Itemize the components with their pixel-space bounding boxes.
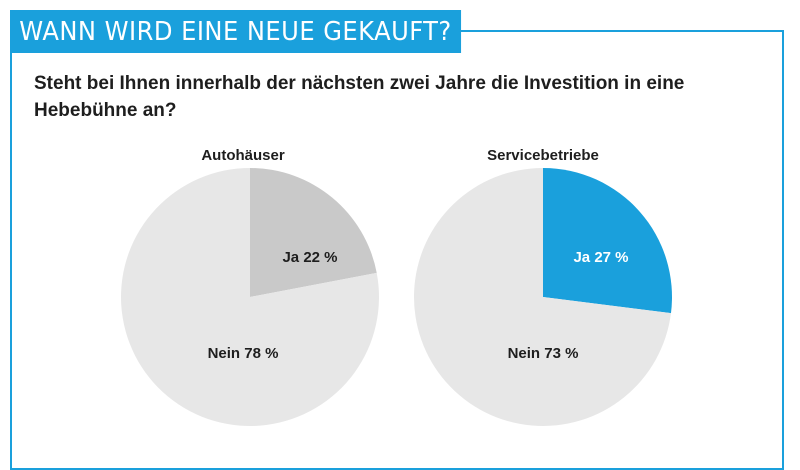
slice-label-ja: Ja 22 %	[282, 249, 337, 266]
header-title: WANN WIRD EINE NEUE GEKAUFT?	[10, 10, 462, 53]
pie-chart-2: Servicebetriebe Ja 27 % Nein 73 %	[413, 147, 672, 426]
slice-label-ja: Ja 27 %	[573, 249, 628, 266]
chart-title: Servicebetriebe	[487, 147, 599, 164]
pie-slice-nein	[413, 168, 671, 426]
pie-charts: Autohäuser Ja 22 % Nein 78 % Servicebetrieb…	[121, 147, 672, 426]
slice-label-nein: Nein 78 %	[208, 345, 279, 362]
survey-question: Steht bei Ihnen innerhalb der nächsten z…	[34, 73, 685, 121]
chart-title: Autohäuser	[201, 147, 285, 164]
slice-label-nein: Nein 73 %	[508, 345, 579, 362]
pie-slice-nein	[121, 168, 380, 426]
pie-slice-ja	[543, 168, 672, 314]
pie-chart-1: Autohäuser Ja 22 % Nein 78 %	[121, 147, 380, 426]
pie-slice-ja	[250, 168, 377, 297]
